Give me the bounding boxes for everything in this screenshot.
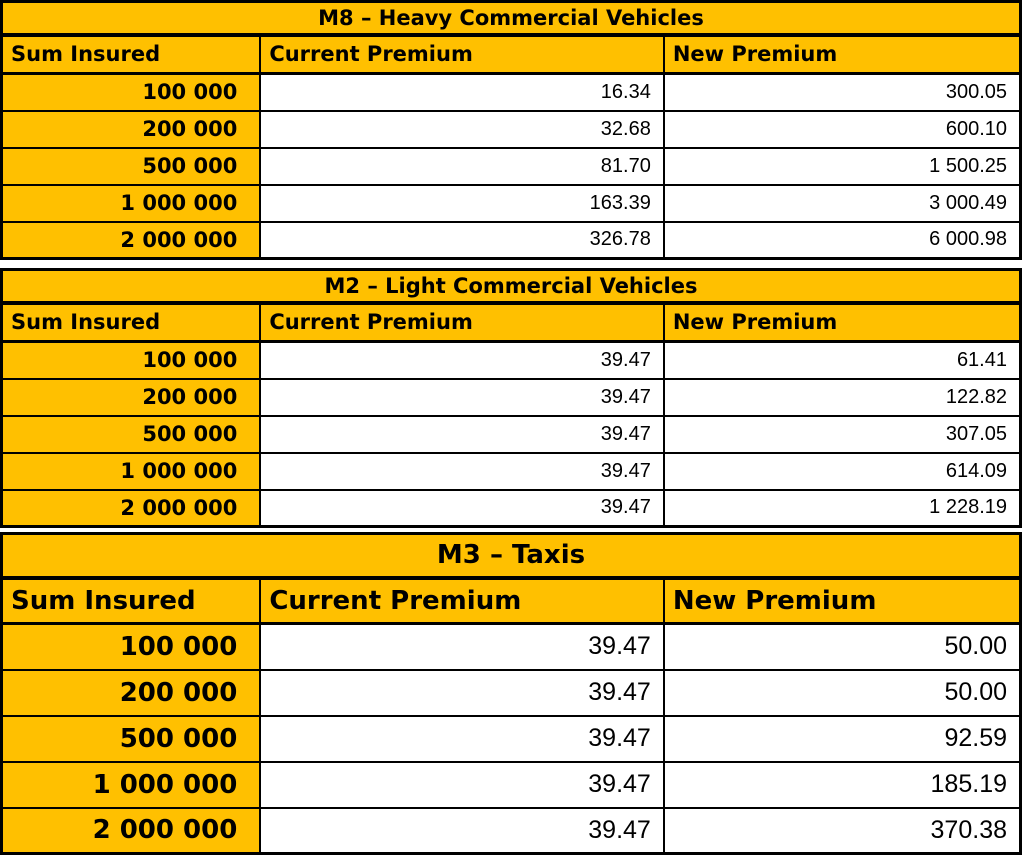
table-title: M3 – Taxis <box>0 532 1022 580</box>
table-row: 2 000 000 39.47 370.38 <box>0 806 1022 855</box>
table-title: M2 – Light Commercial Vehicles <box>0 268 1022 305</box>
table-row: 100 000 39.47 61.41 <box>0 340 1022 380</box>
new-premium-cell: 6 000.98 <box>662 220 1022 260</box>
new-premium-cell: 1 500.25 <box>662 146 1022 186</box>
column-header-new-premium: New Premium <box>662 33 1022 75</box>
new-premium-cell: 370.38 <box>662 806 1022 855</box>
table-header-row: Sum Insured Current Premium New Premium <box>0 576 1022 625</box>
sum-insured-cell: 200 000 <box>0 377 262 417</box>
table-title: M8 – Heavy Commercial Vehicles <box>0 0 1022 37</box>
sum-insured-cell: 2 000 000 <box>0 220 262 260</box>
sum-insured-cell: 1 000 000 <box>0 760 262 809</box>
sum-insured-cell: 2 000 000 <box>0 806 262 855</box>
current-premium-cell: 163.39 <box>259 183 665 223</box>
new-premium-cell: 614.09 <box>662 451 1022 491</box>
sum-insured-cell: 100 000 <box>0 72 262 112</box>
new-premium-cell: 600.10 <box>662 109 1022 149</box>
table-row: 500 000 39.47 92.59 <box>0 714 1022 763</box>
table-gap <box>0 260 1022 268</box>
new-premium-cell: 185.19 <box>662 760 1022 809</box>
current-premium-cell: 39.47 <box>259 806 665 855</box>
table-row: 2 000 000 326.78 6 000.98 <box>0 220 1022 260</box>
sum-insured-cell: 500 000 <box>0 146 262 186</box>
sum-insured-cell: 200 000 <box>0 668 262 717</box>
new-premium-cell: 122.82 <box>662 377 1022 417</box>
current-premium-cell: 16.34 <box>259 72 665 112</box>
new-premium-cell: 50.00 <box>662 622 1022 671</box>
sum-insured-cell: 500 000 <box>0 414 262 454</box>
new-premium-cell: 1 228.19 <box>662 488 1022 528</box>
current-premium-cell: 39.47 <box>259 622 665 671</box>
table-title-row: M8 – Heavy Commercial Vehicles <box>0 0 1022 37</box>
sum-insured-cell: 1 000 000 <box>0 183 262 223</box>
table-m8-heavy-commercial-vehicles: M8 – Heavy Commercial Vehicles Sum Insur… <box>0 0 1022 260</box>
current-premium-cell: 326.78 <box>259 220 665 260</box>
sum-insured-cell: 1 000 000 <box>0 451 262 491</box>
table-row: 100 000 16.34 300.05 <box>0 72 1022 112</box>
sum-insured-cell: 2 000 000 <box>0 488 262 528</box>
table-row: 100 000 39.47 50.00 <box>0 622 1022 671</box>
column-header-current-premium: Current Premium <box>259 576 665 625</box>
table-row: 1 000 000 163.39 3 000.49 <box>0 183 1022 223</box>
new-premium-cell: 92.59 <box>662 714 1022 763</box>
table-row: 500 000 39.47 307.05 <box>0 414 1022 454</box>
sum-insured-cell: 200 000 <box>0 109 262 149</box>
current-premium-cell: 39.47 <box>259 714 665 763</box>
current-premium-cell: 39.47 <box>259 488 665 528</box>
column-header-current-premium: Current Premium <box>259 301 665 343</box>
column-header-new-premium: New Premium <box>662 576 1022 625</box>
new-premium-cell: 300.05 <box>662 72 1022 112</box>
table-title-row: M3 – Taxis <box>0 532 1022 580</box>
sum-insured-cell: 100 000 <box>0 340 262 380</box>
table-row: 1 000 000 39.47 614.09 <box>0 451 1022 491</box>
current-premium-cell: 39.47 <box>259 340 665 380</box>
current-premium-cell: 39.47 <box>259 760 665 809</box>
column-header-sum-insured: Sum Insured <box>0 33 262 75</box>
table-row: 200 000 39.47 122.82 <box>0 377 1022 417</box>
column-header-sum-insured: Sum Insured <box>0 576 262 625</box>
table-row: 500 000 81.70 1 500.25 <box>0 146 1022 186</box>
column-header-current-premium: Current Premium <box>259 33 665 75</box>
table-row: 200 000 39.47 50.00 <box>0 668 1022 717</box>
current-premium-cell: 39.47 <box>259 377 665 417</box>
current-premium-cell: 32.68 <box>259 109 665 149</box>
table-m2-light-commercial-vehicles: M2 – Light Commercial Vehicles Sum Insur… <box>0 268 1022 528</box>
table-row: 200 000 32.68 600.10 <box>0 109 1022 149</box>
table-m3-taxis: M3 – Taxis Sum Insured Current Premium N… <box>0 532 1022 855</box>
table-row: 2 000 000 39.47 1 228.19 <box>0 488 1022 528</box>
sum-insured-cell: 500 000 <box>0 714 262 763</box>
sum-insured-cell: 100 000 <box>0 622 262 671</box>
current-premium-cell: 39.47 <box>259 668 665 717</box>
new-premium-cell: 3 000.49 <box>662 183 1022 223</box>
table-header-row: Sum Insured Current Premium New Premium <box>0 301 1022 343</box>
column-header-sum-insured: Sum Insured <box>0 301 262 343</box>
new-premium-cell: 61.41 <box>662 340 1022 380</box>
table-row: 1 000 000 39.47 185.19 <box>0 760 1022 809</box>
new-premium-cell: 50.00 <box>662 668 1022 717</box>
new-premium-cell: 307.05 <box>662 414 1022 454</box>
table-title-row: M2 – Light Commercial Vehicles <box>0 268 1022 305</box>
column-header-new-premium: New Premium <box>662 301 1022 343</box>
current-premium-cell: 39.47 <box>259 451 665 491</box>
current-premium-cell: 81.70 <box>259 146 665 186</box>
table-header-row: Sum Insured Current Premium New Premium <box>0 33 1022 75</box>
current-premium-cell: 39.47 <box>259 414 665 454</box>
